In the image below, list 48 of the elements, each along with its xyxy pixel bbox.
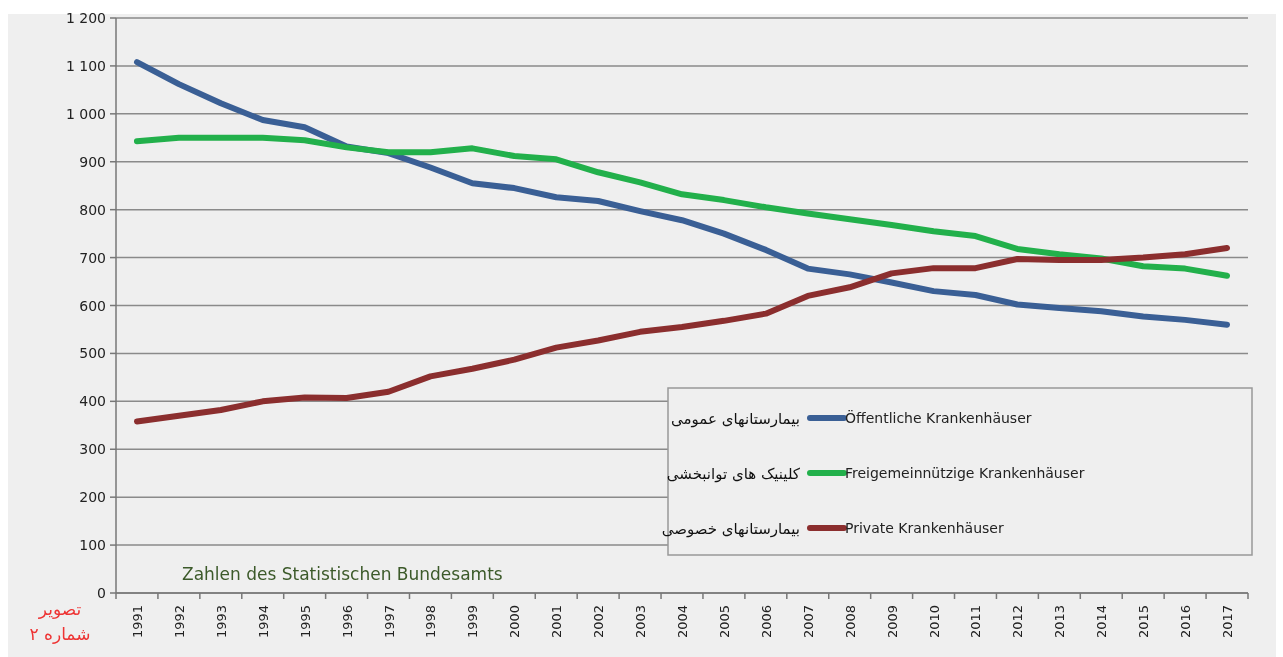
x-tick-label: 1997	[381, 605, 397, 639]
x-tick-label: 2008	[842, 605, 858, 639]
x-tick-label: 2000	[507, 605, 523, 639]
x-tick-label: 2015	[1136, 605, 1152, 639]
x-tick-label: 1992	[171, 605, 187, 639]
x-tick-label: 2006	[758, 605, 774, 639]
annotation: بیمارستانهای خصوصی	[661, 520, 800, 538]
y-tick-label: 200	[79, 489, 106, 506]
x-tick-label: 2003	[633, 605, 649, 639]
x-tick-label: 2012	[1010, 605, 1026, 639]
y-tick-label: 1 100	[65, 57, 106, 74]
y-tick-label: 300	[79, 441, 106, 458]
x-tick-label: 1991	[129, 605, 145, 639]
legend-label: Freigemeinnützige Krankenhäuser	[845, 465, 1085, 481]
x-tick-label: 2013	[1052, 605, 1068, 639]
y-tick-label: 800	[79, 201, 106, 218]
legend-label: Private Krankenhäuser	[845, 520, 1004, 536]
y-tick-label: 1 200	[65, 10, 106, 26]
x-tick-label: 2010	[926, 605, 942, 639]
annotation: Zahlen des Statistischen Bundesamts	[182, 564, 503, 584]
y-tick-label: 900	[79, 153, 106, 170]
y-tick-label: 500	[79, 345, 106, 362]
x-tick-label: 2017	[1220, 605, 1236, 639]
annotation: بیمارستانهای عمومی	[671, 410, 800, 428]
x-tick-label: 2002	[591, 605, 607, 639]
x-tick-label: 2009	[884, 605, 900, 639]
text: تصویر شماره ۲	[29, 599, 91, 644]
y-tick-label: 1 000	[65, 105, 106, 122]
y-tick-label: 400	[79, 393, 106, 410]
x-tick-label: 1998	[423, 605, 439, 639]
x-tick-label: 2004	[675, 605, 690, 639]
x-tick-label: 1994	[255, 605, 271, 639]
y-tick-label: 100	[79, 537, 106, 554]
x-tick-label: 1993	[213, 605, 229, 639]
y-tick-label: 600	[79, 297, 106, 314]
x-tick-label: 1999	[465, 605, 481, 639]
x-tick-label: 2016	[1178, 605, 1194, 639]
y-tick-label: 700	[79, 249, 106, 266]
x-tick-label: 1995	[297, 605, 313, 639]
x-tick-label: 2001	[549, 605, 565, 639]
y-tick-label: 0	[97, 585, 106, 601]
x-tick-label: 2014	[1094, 605, 1110, 639]
x-tick-label: 2007	[800, 605, 816, 639]
x-tick-label: 2005	[716, 605, 732, 639]
legend-label: Öffentliche Krankenhäuser	[845, 409, 1032, 426]
x-tick-label: 2011	[968, 605, 984, 639]
x-tick-label: 1996	[339, 605, 355, 639]
annotation: کلینیک های توانبخشی	[666, 465, 801, 483]
